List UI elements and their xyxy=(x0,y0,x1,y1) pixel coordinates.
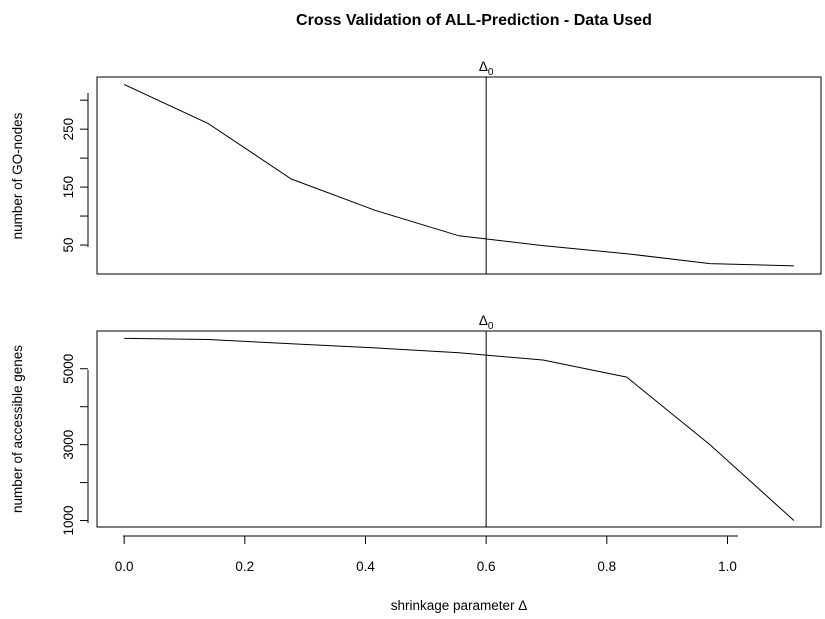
y-tick-label: 50 xyxy=(61,237,76,252)
x-tick-label: 0.4 xyxy=(356,559,375,574)
x-tick-label: 0.6 xyxy=(477,559,496,574)
delta-subscript: 0 xyxy=(488,67,494,78)
y-axis-title: number of GO-nodes xyxy=(10,112,25,239)
y-tick-label: 1000 xyxy=(61,505,76,535)
x-axis-title: shrinkage parameter Δ xyxy=(391,598,528,613)
delta-symbol: Δ xyxy=(479,313,488,328)
series-line xyxy=(123,84,794,267)
x-tick-label: 0.8 xyxy=(597,559,616,574)
panel-frame xyxy=(96,330,822,528)
series-line xyxy=(124,337,795,521)
x-tick-label: 0.2 xyxy=(235,559,254,574)
y-tick-label: 150 xyxy=(61,176,76,199)
delta-subscript: 0 xyxy=(488,321,494,332)
panel-frame xyxy=(96,76,822,275)
y-tick-label: 250 xyxy=(61,118,76,141)
panel-go-nodes: 50 150 250 number of GO-nodes Δ0 xyxy=(10,59,822,275)
x-tick-label: 0.0 xyxy=(115,559,134,574)
y-tick-label: 5000 xyxy=(61,354,76,384)
x-tick-label: 1.0 xyxy=(718,559,737,574)
y-axis-title: number of accessible genes xyxy=(10,345,25,513)
reference-line-label: Δ0 xyxy=(479,59,494,78)
series-points xyxy=(123,337,796,522)
delta-symbol: Δ xyxy=(479,59,488,74)
y-tick-label: 3000 xyxy=(61,430,76,460)
x-ticks: 0.0 0.2 0.4 0.6 0.8 1.0 xyxy=(115,536,737,574)
reference-line-label: Δ0 xyxy=(479,313,494,332)
series-points xyxy=(123,83,796,267)
y-ticks: 50 150 250 xyxy=(61,99,88,253)
chart-title: Cross Validation of ALL-Prediction - Dat… xyxy=(296,12,652,29)
y-ticks: 1000 3000 5000 xyxy=(61,354,88,536)
